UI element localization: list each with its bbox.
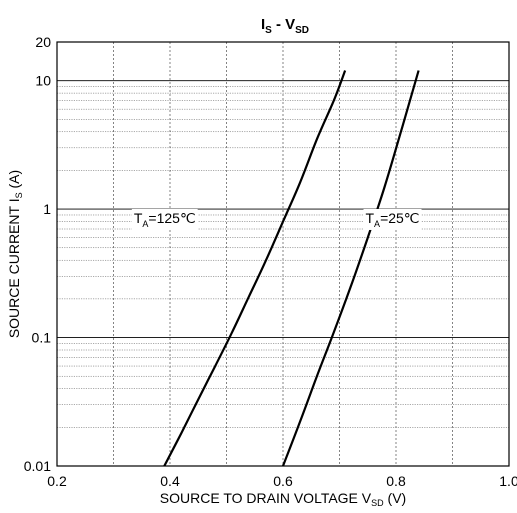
- x-tick-label: 0.8: [386, 473, 406, 489]
- x-axis-label-sub: SD: [371, 498, 384, 508]
- y-tick-label: 0.01: [24, 458, 51, 474]
- curves: [163, 70, 420, 467]
- x-axis-label: SOURCE TO DRAIN VOLTAGE VSD (V): [160, 490, 406, 508]
- series-labels: TA=125℃ TA=25℃: [131, 208, 422, 230]
- y-tick-label: 1: [43, 201, 51, 217]
- series-label-tail: =25℃: [380, 210, 419, 226]
- title-sep-sub: SD: [295, 25, 309, 36]
- series-label-1: TA=25℃: [365, 210, 419, 229]
- series-label-main: T: [134, 210, 143, 226]
- series-line-0: [163, 70, 347, 467]
- chart-title: IS - VSD: [261, 16, 309, 36]
- series-label-sub: A: [374, 219, 380, 229]
- x-tick-labels: 0.2 0.4 0.6 0.8 1.0: [47, 473, 517, 489]
- series-label-main: T: [365, 210, 374, 226]
- series-label-bg: [363, 208, 422, 230]
- series-label-tail: =125℃: [148, 210, 195, 226]
- y-axis-label-tail: (A): [6, 170, 22, 193]
- minor-grid: [57, 42, 509, 466]
- y-axis-label-sub: S: [14, 192, 24, 198]
- y-tick-label: 0.1: [32, 330, 52, 346]
- title-main: I: [261, 16, 265, 33]
- x-tick-label: 0.2: [47, 473, 67, 489]
- series-label-bg: [131, 208, 198, 230]
- x-tick-label: 0.4: [160, 473, 180, 489]
- y-tick-label: 20: [35, 34, 51, 50]
- x-axis-label-tail: (V): [384, 490, 407, 506]
- title-main-sub: S: [265, 25, 272, 36]
- x-axis-label-main: SOURCE TO DRAIN VOLTAGE V: [160, 490, 372, 506]
- x-tick-label: 0.6: [273, 473, 293, 489]
- series-label-sub: A: [142, 219, 148, 229]
- y-axis-label-main: SOURCE CURRENT I: [6, 198, 22, 338]
- y-axis-label: SOURCE CURRENT IS (A): [6, 170, 24, 338]
- x-tick-label: 1.0: [499, 473, 517, 489]
- series-label-0: TA=125℃: [134, 210, 196, 229]
- title-sep: - V: [272, 16, 295, 33]
- y-tick-labels: 0.01 0.1 1 10 20: [24, 34, 51, 474]
- series-line-1: [281, 70, 420, 467]
- y-tick-label: 10: [35, 73, 51, 89]
